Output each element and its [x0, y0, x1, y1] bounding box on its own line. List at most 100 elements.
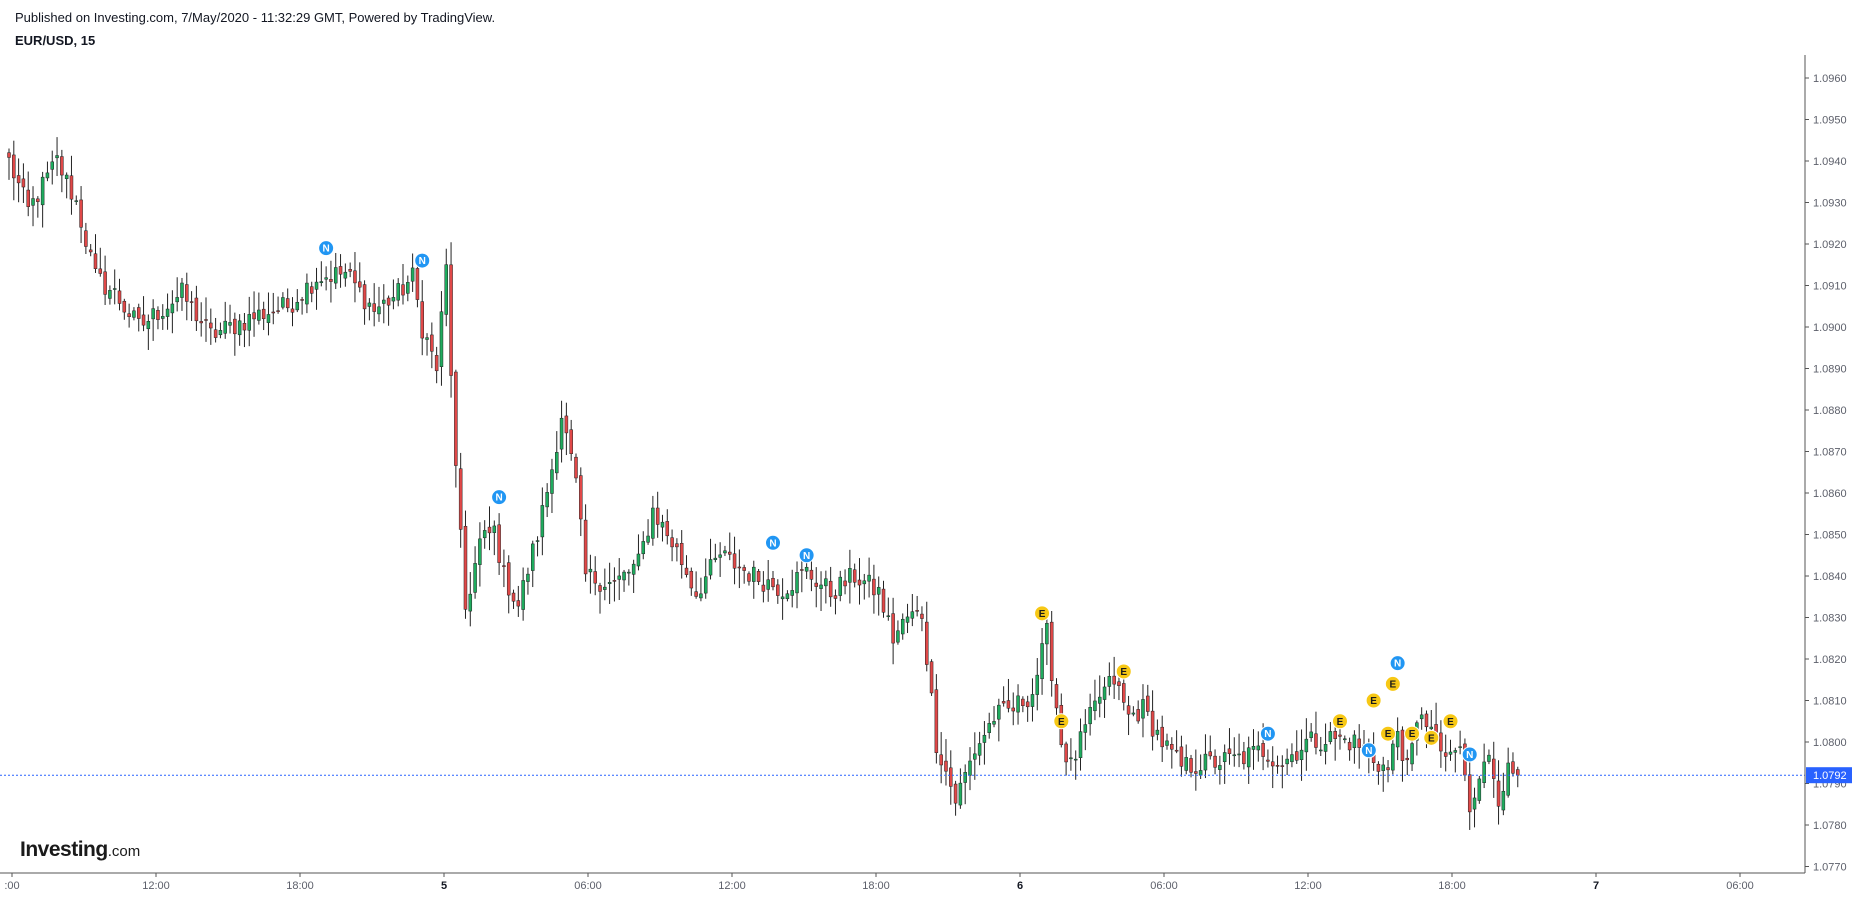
- candle-body: [93, 253, 98, 269]
- candle-body: [1448, 751, 1453, 755]
- candle-body: [1073, 758, 1078, 761]
- event-marker-circle: [1034, 605, 1051, 622]
- economic-event-marker: E: [1115, 663, 1132, 680]
- candle: [622, 569, 626, 592]
- candle: [1040, 628, 1044, 695]
- candle-body: [929, 661, 934, 694]
- time-axis[interactable]: :00 12:00 18:00 5 06:00 12:00 18:00 6 06:00 12:00…: [4, 873, 1754, 892]
- news-event-marker: N: [1360, 742, 1377, 759]
- candle: [329, 260, 333, 303]
- candle-body: [1078, 731, 1083, 758]
- candle-body: [31, 198, 35, 206]
- candle-body: [920, 613, 924, 619]
- candle-body: [1025, 701, 1030, 708]
- price-tick-label: 1.0870: [1813, 447, 1847, 459]
- news-event-marker: N: [798, 547, 815, 564]
- candle-body: [569, 429, 573, 454]
- candle: [535, 536, 540, 557]
- candle-body: [526, 573, 530, 582]
- candle-body: [1381, 764, 1385, 771]
- candle-body: [622, 571, 626, 581]
- candle-body: [1410, 743, 1414, 765]
- candle: [305, 273, 309, 314]
- candle: [151, 299, 155, 341]
- event-marker-label: N: [1365, 746, 1372, 757]
- candle: [1246, 736, 1251, 784]
- candle-body: [1439, 732, 1443, 752]
- candle-body: [141, 314, 146, 326]
- candle-body: [761, 584, 766, 592]
- candle-body: [430, 334, 434, 352]
- event-marker-label: E: [1447, 717, 1454, 728]
- candle-body: [372, 303, 376, 312]
- candle-body: [511, 592, 516, 602]
- candle: [146, 314, 151, 350]
- candle-body: [1184, 757, 1188, 771]
- candle: [391, 279, 396, 310]
- candle: [88, 244, 93, 257]
- candle-body: [79, 199, 83, 228]
- event-marker-circle: [798, 547, 815, 564]
- candle: [189, 291, 194, 321]
- symbol-title: EUR/USD, 15: [15, 33, 96, 48]
- candle-body: [353, 270, 357, 284]
- candle-body: [814, 582, 818, 587]
- candle-body: [670, 537, 674, 548]
- candle-body: [410, 267, 415, 282]
- candle: [1021, 696, 1025, 713]
- candle-body: [1501, 790, 1506, 811]
- time-tick-label: 12:00: [142, 880, 170, 892]
- event-marker-circle: [1331, 713, 1348, 730]
- candle-body: [1237, 753, 1241, 756]
- candle-body: [756, 571, 761, 582]
- candle: [1491, 741, 1496, 798]
- candle: [1222, 744, 1227, 784]
- candle-body: [636, 553, 641, 567]
- candle: [103, 255, 107, 305]
- candle: [1006, 678, 1011, 713]
- candle-body: [261, 308, 266, 320]
- candle-body: [136, 307, 141, 319]
- candle-body: [588, 568, 593, 573]
- candle-body: [300, 299, 304, 301]
- candle: [1386, 760, 1390, 783]
- candle-body: [679, 543, 684, 566]
- candle-body: [766, 579, 770, 590]
- candle: [910, 594, 915, 627]
- candle: [127, 303, 131, 328]
- event-marker-circle: [1360, 742, 1377, 759]
- candle-body: [377, 306, 381, 315]
- candle-body: [7, 152, 11, 158]
- candle-body: [1386, 767, 1390, 771]
- candle-body: [1049, 621, 1054, 681]
- candle: [1179, 735, 1184, 777]
- candle-body: [108, 290, 112, 299]
- price-axis[interactable]: 1.0960 1.0950 1.0940 1.0930 1.0920 1.0910 1.09…: [1805, 73, 1847, 874]
- candle: [463, 510, 468, 619]
- candle-body: [612, 580, 617, 582]
- candle: [247, 296, 251, 347]
- candle: [1184, 744, 1188, 775]
- candle: [1333, 723, 1337, 761]
- candle-body: [468, 593, 473, 612]
- candle-body: [771, 577, 775, 588]
- candle-body: [665, 521, 670, 537]
- candle-body: [487, 526, 492, 534]
- candle: [333, 252, 338, 290]
- candle: [848, 549, 852, 604]
- candle: [814, 567, 818, 608]
- candle-body: [55, 155, 59, 159]
- candle: [458, 452, 463, 548]
- candle: [300, 296, 304, 315]
- candles-layer: [7, 137, 1520, 830]
- candle: [1237, 733, 1241, 768]
- candle: [771, 571, 775, 591]
- time-tick-label: 18:00: [862, 880, 890, 892]
- candle-body: [271, 311, 276, 314]
- candle: [386, 295, 391, 326]
- candle-body: [776, 584, 780, 596]
- candle: [646, 519, 650, 545]
- event-marker-label: E: [1409, 729, 1416, 740]
- candle-body: [684, 567, 689, 575]
